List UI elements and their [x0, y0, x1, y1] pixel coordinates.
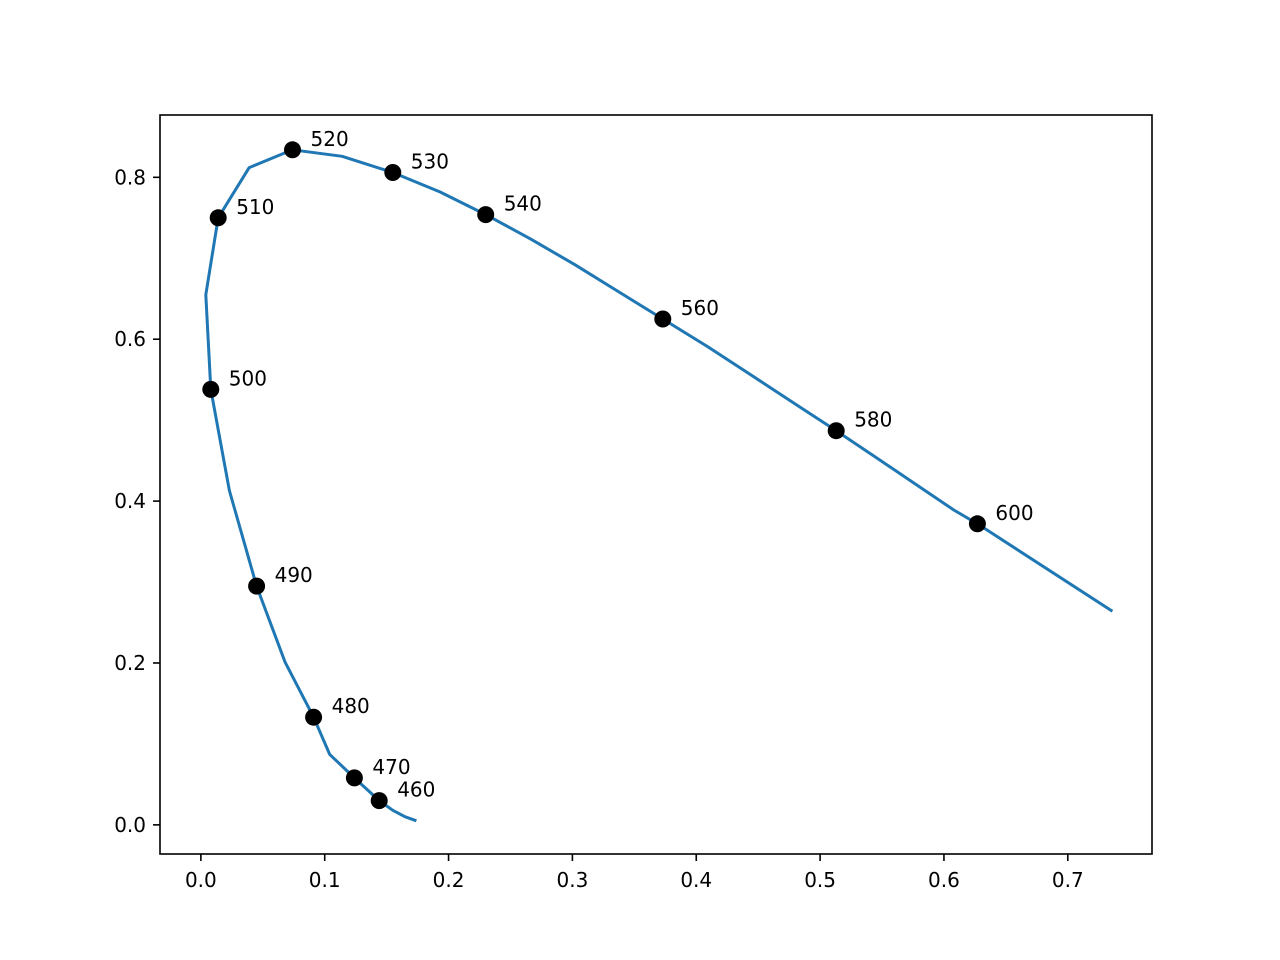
point-label-510: 510: [236, 195, 274, 219]
point-label-460: 460: [397, 778, 435, 802]
y-tick-label: 0.8: [114, 165, 146, 189]
x-tick-label: 0.6: [928, 868, 960, 892]
point-label-540: 540: [504, 192, 542, 216]
axes-frame: [159, 114, 1153, 855]
data-point-520: [284, 141, 301, 159]
data-point-540: [477, 206, 495, 224]
y-tick-label: 0.4: [114, 489, 146, 513]
data-point-500: [202, 380, 220, 398]
point-label-530: 530: [411, 150, 449, 174]
y-tick-label: 0.2: [114, 651, 146, 675]
data-point-560: [654, 310, 672, 328]
point-label-520: 520: [311, 127, 349, 151]
x-tick-label: 0.0: [185, 868, 217, 892]
y-tick-label: 0.6: [114, 327, 146, 351]
data-point-490: [248, 577, 266, 595]
x-tick-label: 0.5: [804, 868, 836, 892]
point-label-500: 500: [229, 366, 267, 390]
x-tick-label: 0.3: [556, 868, 588, 892]
point-label-470: 470: [372, 755, 410, 779]
data-point-600: [968, 515, 986, 533]
point-label-480: 480: [332, 694, 370, 718]
data-point-460: [370, 792, 388, 810]
x-tick-label: 0.2: [433, 868, 465, 892]
point-label-580: 580: [854, 408, 892, 432]
axes-ticks: 0.0 0.1 0.2 0.3 0.4 0.5 0.6 0.7 0.0 0.2 0.4 0.6 0.8: [114, 165, 1084, 892]
point-label-600: 600: [995, 501, 1033, 525]
point-label-560: 560: [681, 296, 719, 320]
data-point-510: [209, 209, 227, 227]
locus-line-0: [204, 148, 1114, 823]
y-tick-label: 0.0: [114, 813, 146, 837]
x-tick-label: 0.7: [1052, 868, 1084, 892]
data-point-530: [384, 164, 402, 181]
x-tick-label: 0.4: [680, 868, 712, 892]
point-label-490: 490: [275, 563, 313, 587]
data-point-470: [345, 769, 363, 787]
data-point-580: [827, 422, 845, 440]
data-point-480: [305, 708, 323, 726]
x-tick-label: 0.1: [309, 868, 341, 892]
